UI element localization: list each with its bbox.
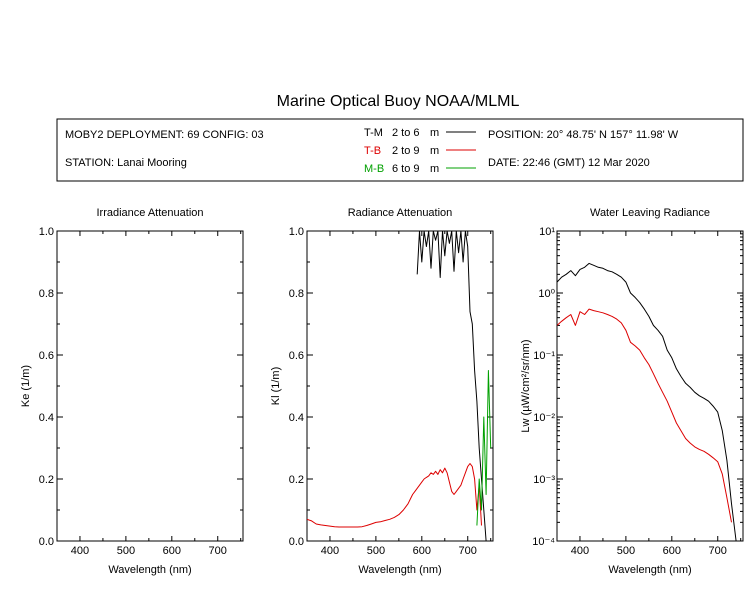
legend-unit-t-b: m (430, 145, 439, 157)
panel-irradiance-attenuation-x-tick-label: 600 (163, 545, 181, 557)
panel-irradiance-attenuation-y-tick-label: 0.6 (39, 350, 54, 362)
panel-radiance-attenuation-y-tick-label: 0.8 (289, 288, 304, 300)
panel-water-leaving-radiance-y-tick-label: 10⁰ (538, 288, 555, 300)
panel-water-leaving-radiance-series-t-m (557, 262, 737, 541)
panel-irradiance-attenuation-y-label: Ke (1/m) (20, 365, 32, 407)
panel-radiance-attenuation-x-tick-label: 700 (459, 545, 477, 557)
panel-radiance-attenuation-y-tick-label: 0.2 (289, 474, 304, 486)
legend-code-t-m: T-M (364, 127, 383, 139)
legend-range-m-b: 6 to 9 (392, 163, 420, 175)
panel-radiance-attenuation-y-tick-label: 0.4 (289, 412, 304, 424)
legend-code-m-b: M-B (364, 163, 384, 175)
panel-irradiance-attenuation-y-tick-label: 0.8 (39, 288, 54, 300)
panel-radiance-attenuation-title: Radiance Attenuation (348, 207, 453, 219)
panel-water-leaving-radiance-y-tick-label: 10⁻² (533, 412, 555, 424)
panel-radiance-attenuation-series-group (307, 231, 492, 541)
panel-irradiance-attenuation-x-tick-label: 700 (209, 545, 227, 557)
info-box-frame (56, 118, 744, 182)
legend-item-m-b: M-B 6 to 9 m (364, 163, 476, 175)
panel-water-leaving-radiance-frame (556, 230, 744, 542)
panel-radiance-attenuation-series-t-m (416, 231, 487, 541)
panel-water-leaving-radiance-x-tick-label: 500 (617, 545, 635, 557)
panel-water-leaving-radiance-x-tick-label: 400 (571, 545, 589, 557)
panel-radiance-attenuation-y-tick-label: 1.0 (289, 226, 304, 238)
panel-water-leaving-radiance-x-tick-label: 700 (709, 545, 727, 557)
panel-irradiance-attenuation-y-tick-label: 0.0 (39, 536, 54, 548)
panel-irradiance-attenuation-y-tick-label: 0.4 (39, 412, 54, 424)
panel-water-leaving-radiance-y-tick-label: 10⁻³ (533, 474, 555, 486)
panel-water-leaving-radiance-y-tick-label: 10¹ (539, 226, 555, 238)
panel-irradiance-attenuation-x-label: Wavelength (nm) (108, 564, 191, 576)
panel-water-leaving-radiance-x-tick-label: 600 (663, 545, 681, 557)
panel-radiance-attenuation: Radiance Attenuation 400 500 600 700 0.0 0.2 0.… (270, 207, 494, 576)
panel-radiance-attenuation-frame (306, 230, 494, 542)
panel-radiance-attenuation-y-tick-label: 0.0 (289, 536, 304, 548)
deployment-text: MOBY2 DEPLOYMENT: 69 CONFIG: 03 (65, 129, 264, 141)
panel-water-leaving-radiance-y-label: Lw (µW/cm²/sr/nm) (520, 339, 532, 432)
info-box: MOBY2 DEPLOYMENT: 69 CONFIG: 03 STATION:… (56, 118, 744, 182)
date-text: DATE: 22:46 (GMT) 12 Mar 2020 (488, 157, 650, 169)
legend-item-t-b: T-B 2 to 9 m (364, 145, 476, 157)
panel-radiance-attenuation-series-m-b (476, 370, 492, 526)
legend-item-t-m: T-M 2 to 6 m (364, 127, 476, 139)
panel-radiance-attenuation-series-t-b (307, 463, 482, 528)
panel-irradiance-attenuation-x-tick-label: 400 (71, 545, 89, 557)
position-text: POSITION: 20° 48.75' N 157° 11.98' W (488, 129, 679, 141)
panel-water-leaving-radiance-series-group (557, 262, 737, 541)
station-text: STATION: Lanai Mooring (65, 157, 187, 169)
panel-irradiance-attenuation-x-tick-label: 500 (117, 545, 135, 557)
panel-radiance-attenuation-x-tick-label: 500 (367, 545, 385, 557)
panel-water-leaving-radiance-y-tick-label: 10⁻⁴ (532, 536, 555, 548)
panel-water-leaving-radiance: Water Leaving Radiance 400 500 600 700 10⁻⁴ 10… (520, 207, 744, 576)
panel-radiance-attenuation-y-label: Kl (1/m) (270, 367, 282, 406)
legend-range-t-b: 2 to 9 (392, 145, 420, 157)
panel-water-leaving-radiance-title: Water Leaving Radiance (590, 207, 710, 219)
panel-radiance-attenuation-x-tick-label: 600 (413, 545, 431, 557)
panel-radiance-attenuation-y-tick-label: 0.6 (289, 350, 304, 362)
legend-range-t-m: 2 to 6 (392, 127, 420, 139)
panel-irradiance-attenuation-y-tick-label: 1.0 (39, 226, 54, 238)
legend: T-M 2 to 6 m T-B 2 to 9 m M-B 6 to 9 m (364, 127, 476, 175)
panel-water-leaving-radiance-x-label: Wavelength (nm) (608, 564, 691, 576)
panel-radiance-attenuation-x-tick-label: 400 (321, 545, 339, 557)
main-title: Marine Optical Buoy NOAA/MLML (277, 93, 520, 110)
legend-code-t-b: T-B (364, 145, 381, 157)
legend-unit-m-b: m (430, 163, 439, 175)
panel-water-leaving-radiance-y-tick-label: 10⁻¹ (533, 350, 555, 362)
panel-irradiance-attenuation-frame (56, 230, 244, 542)
panel-irradiance-attenuation: Irradiance Attenuation 400 500 600 700 0.0 0.2… (20, 207, 244, 576)
legend-unit-t-m: m (430, 127, 439, 139)
panel-irradiance-attenuation-title: Irradiance Attenuation (96, 207, 203, 219)
panel-water-leaving-radiance-series-t-b (557, 308, 732, 523)
panel-irradiance-attenuation-y-tick-label: 0.2 (39, 474, 54, 486)
panel-radiance-attenuation-x-label: Wavelength (nm) (358, 564, 441, 576)
